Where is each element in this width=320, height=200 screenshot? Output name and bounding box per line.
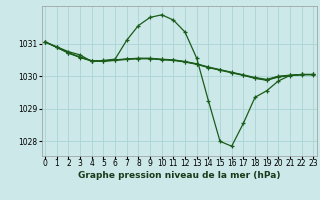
X-axis label: Graphe pression niveau de la mer (hPa): Graphe pression niveau de la mer (hPa) [78,171,280,180]
